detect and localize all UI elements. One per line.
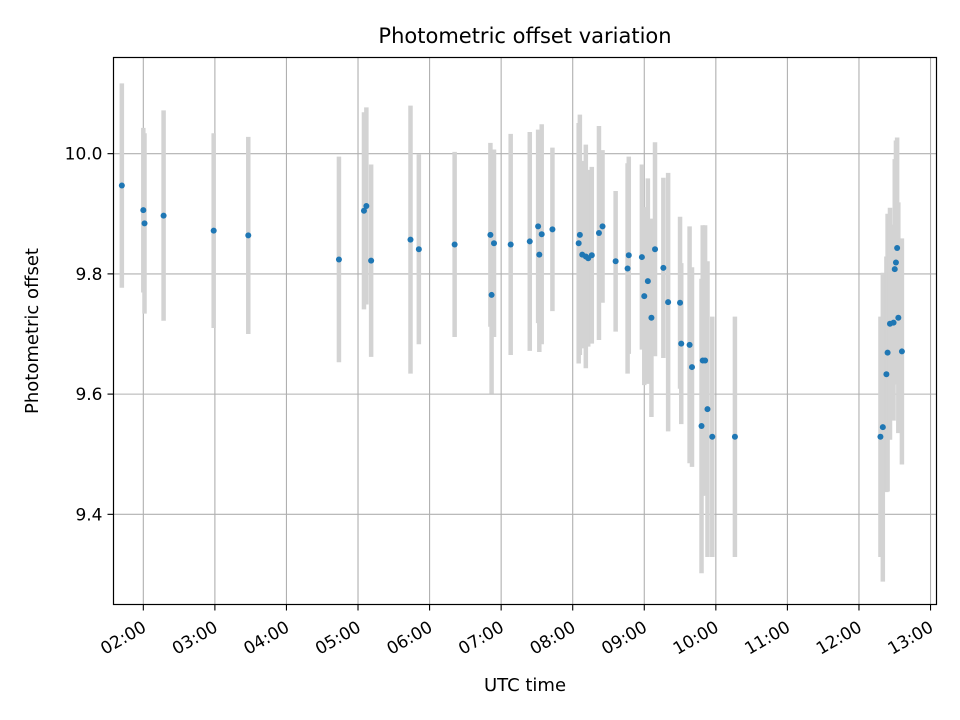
data-point bbox=[507, 241, 514, 248]
data-point bbox=[641, 293, 648, 300]
data-point bbox=[451, 241, 458, 248]
data-point bbox=[535, 223, 542, 230]
data-point bbox=[688, 364, 695, 371]
y-tick-label: 10.0 bbox=[65, 145, 103, 165]
data-point bbox=[702, 357, 709, 364]
data-point bbox=[877, 433, 884, 440]
x-tick-label: 08:00 bbox=[527, 618, 579, 660]
data-point bbox=[891, 266, 898, 273]
x-axis-ticks: 02:00 03:00 04:00 05:00 06:00 07:00 08:00 09:00… bbox=[97, 604, 937, 660]
data-point bbox=[884, 349, 891, 356]
data-point bbox=[898, 348, 905, 355]
data-point bbox=[665, 299, 672, 306]
data-point bbox=[210, 227, 217, 234]
data-point bbox=[879, 424, 886, 431]
x-tick-label: 09:00 bbox=[598, 618, 650, 660]
data-points bbox=[118, 182, 905, 440]
data-point bbox=[141, 220, 148, 227]
data-point bbox=[536, 251, 543, 258]
data-point bbox=[644, 278, 651, 285]
x-tick-label: 11:00 bbox=[741, 618, 793, 660]
data-point bbox=[895, 314, 902, 321]
x-tick-label: 04:00 bbox=[241, 618, 293, 660]
x-tick-label: 02:00 bbox=[97, 618, 149, 660]
y-axis-ticks: 9.4 9.6 9.8 10.0 bbox=[65, 145, 114, 525]
data-point bbox=[704, 406, 711, 413]
data-point bbox=[731, 433, 738, 440]
error-bars bbox=[119, 83, 905, 582]
data-point bbox=[638, 254, 645, 261]
data-point bbox=[575, 240, 582, 247]
data-point bbox=[526, 238, 533, 245]
data-point bbox=[678, 340, 685, 347]
x-axis-title: UTC time bbox=[484, 675, 566, 696]
data-point bbox=[407, 236, 414, 243]
chart-title: Photometric offset variation bbox=[378, 24, 671, 48]
data-point bbox=[595, 230, 602, 237]
data-point bbox=[660, 264, 667, 271]
x-tick-label: 07:00 bbox=[455, 618, 507, 660]
data-point bbox=[160, 212, 167, 219]
x-tick-label: 05:00 bbox=[312, 618, 364, 660]
data-point bbox=[588, 252, 595, 259]
data-point bbox=[576, 231, 583, 238]
data-point bbox=[363, 202, 370, 209]
x-tick-label: 13:00 bbox=[885, 618, 937, 660]
y-axis-title: Photometric offset bbox=[22, 248, 43, 414]
y-tick-label: 9.6 bbox=[75, 385, 102, 405]
data-point bbox=[538, 231, 545, 238]
data-point bbox=[883, 371, 890, 378]
data-point bbox=[698, 422, 705, 429]
data-point bbox=[624, 265, 631, 272]
data-point bbox=[677, 299, 684, 306]
plot-frame bbox=[112, 56, 938, 606]
data-point bbox=[709, 433, 716, 440]
data-point bbox=[894, 245, 901, 252]
y-tick-label: 9.8 bbox=[75, 265, 102, 285]
data-point bbox=[648, 314, 655, 321]
x-tick-label: 03:00 bbox=[169, 618, 221, 660]
data-point bbox=[612, 258, 619, 265]
data-point bbox=[625, 252, 632, 259]
data-point bbox=[488, 291, 495, 298]
data-point bbox=[599, 223, 606, 230]
x-tick-label: 06:00 bbox=[384, 618, 436, 660]
x-tick-label: 12:00 bbox=[813, 618, 865, 660]
x-tick-label: 10:00 bbox=[670, 618, 722, 660]
data-point bbox=[490, 240, 497, 247]
data-point bbox=[368, 257, 375, 264]
data-point bbox=[549, 226, 556, 233]
data-point bbox=[415, 246, 422, 253]
data-point bbox=[335, 256, 342, 263]
data-point bbox=[890, 319, 897, 326]
data-point bbox=[140, 207, 147, 214]
data-point bbox=[892, 259, 899, 266]
data-point bbox=[686, 341, 693, 348]
data-point bbox=[360, 207, 367, 214]
data-point bbox=[118, 182, 125, 189]
grid bbox=[113, 57, 937, 605]
data-point bbox=[487, 231, 494, 238]
data-point bbox=[245, 232, 252, 239]
y-tick-label: 9.4 bbox=[75, 505, 102, 525]
data-point bbox=[652, 246, 659, 253]
